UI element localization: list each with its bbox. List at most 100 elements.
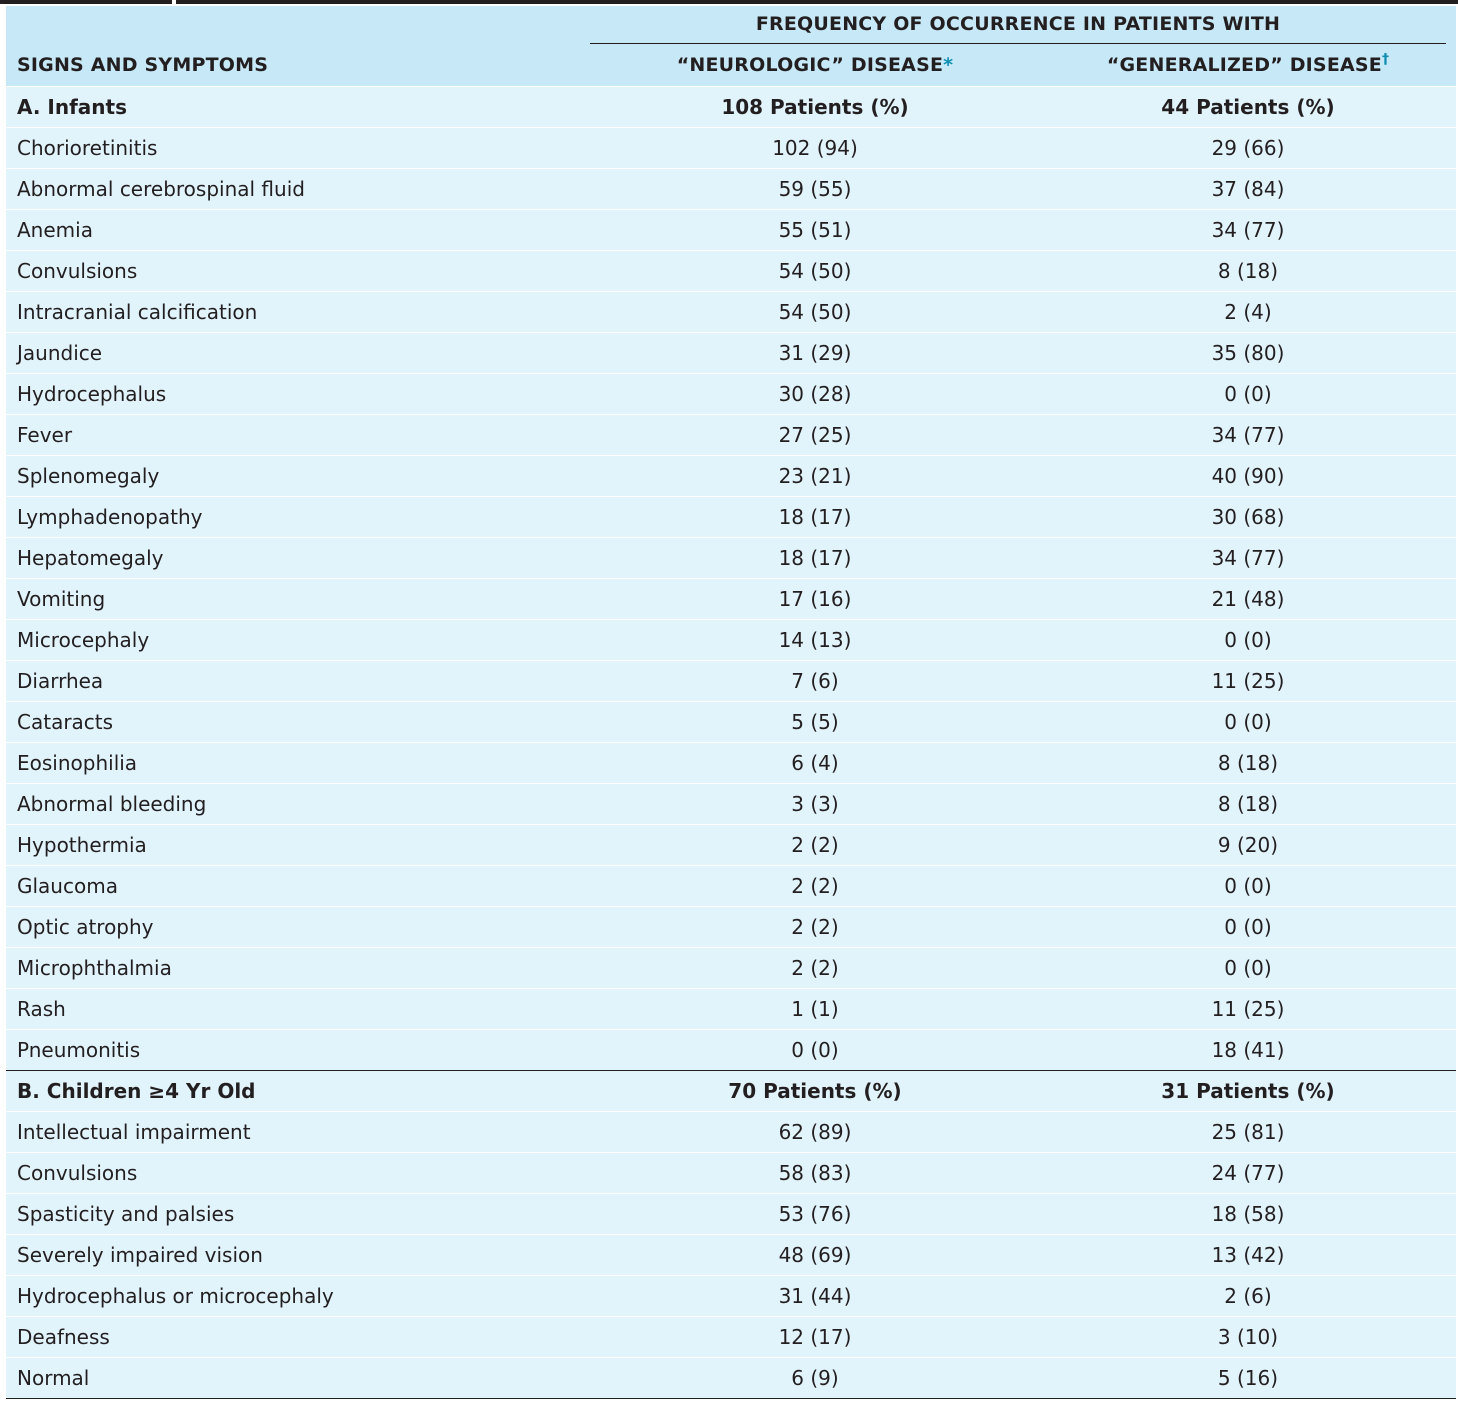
generalized-cell: 0 (0) bbox=[1040, 619, 1456, 661]
table-row: Fever 27 (25) 34 (77) bbox=[6, 414, 1456, 456]
table-row: Abnormal bleeding 3 (3) 8 (18) bbox=[6, 783, 1456, 825]
generalized-cell: 2 (6) bbox=[1040, 1275, 1456, 1317]
generalized-cell: 0 (0) bbox=[1040, 947, 1456, 989]
generalized-cell: 29 (66) bbox=[1040, 127, 1456, 169]
generalized-label: “GENERALIZED” DISEASE bbox=[1106, 54, 1382, 76]
table-row: Intellectual impairment 62 (89) 25 (81) bbox=[6, 1111, 1456, 1153]
symptom-cell: Eosinophilia bbox=[6, 742, 590, 784]
table-header: FREQUENCY OF OCCURRENCE IN PATIENTS WITH… bbox=[6, 6, 1456, 87]
generalized-cell: 34 (77) bbox=[1040, 414, 1456, 456]
header-spacer bbox=[6, 6, 590, 44]
neurologic-cell: 48 (69) bbox=[590, 1234, 1040, 1276]
table-row: Jaundice 31 (29) 35 (80) bbox=[6, 332, 1456, 374]
symptom-cell: Diarrhea bbox=[6, 660, 590, 702]
table-row: Abnormal cerebrospinal fluid 59 (55) 37 (8… bbox=[6, 168, 1456, 210]
symptom-cell: Convulsions bbox=[6, 1152, 590, 1194]
neurologic-cell: 2 (2) bbox=[590, 824, 1040, 866]
generalized-cell: 8 (18) bbox=[1040, 742, 1456, 784]
symptom-cell: Convulsions bbox=[6, 250, 590, 292]
table-row: Chorioretinitis 102 (94) 29 (66) bbox=[6, 127, 1456, 169]
neurologic-cell: 31 (44) bbox=[590, 1275, 1040, 1317]
neurologic-cell: 59 (55) bbox=[590, 168, 1040, 210]
section-label: B. Children ≥4 Yr Old bbox=[6, 1070, 590, 1112]
neurologic-cell: 3 (3) bbox=[590, 783, 1040, 825]
symptom-cell: Microcephaly bbox=[6, 619, 590, 661]
symptom-cell: Hydrocephalus or microcephaly bbox=[6, 1275, 590, 1317]
generalized-cell: 35 (80) bbox=[1040, 332, 1456, 374]
table-row: Glaucoma 2 (2) 0 (0) bbox=[6, 865, 1456, 907]
generalized-cell: 8 (18) bbox=[1040, 250, 1456, 292]
table-row: Hypothermia 2 (2) 9 (20) bbox=[6, 824, 1456, 866]
generalized-cell: 11 (25) bbox=[1040, 988, 1456, 1030]
generalized-cell: 3 (10) bbox=[1040, 1316, 1456, 1358]
top-rule bbox=[0, 0, 1458, 6]
symptom-cell: Abnormal bleeding bbox=[6, 783, 590, 825]
table-row: Splenomegaly 23 (21) 40 (90) bbox=[6, 455, 1456, 497]
table-row: Spasticity and palsies 53 (76) 18 (58) bbox=[6, 1193, 1456, 1235]
generalized-cell: 2 (4) bbox=[1040, 291, 1456, 333]
table-row: Vomiting 17 (16) 21 (48) bbox=[6, 578, 1456, 620]
neurologic-cell: 14 (13) bbox=[590, 619, 1040, 661]
neurologic-cell: 2 (2) bbox=[590, 906, 1040, 948]
column-header-neurologic: “NEUROLOGIC” DISEASE* bbox=[590, 44, 1040, 87]
symptom-cell: Hydrocephalus bbox=[6, 373, 590, 415]
generalized-cell: 34 (77) bbox=[1040, 537, 1456, 579]
table-row: Severely impaired vision 48 (69) 13 (42) bbox=[6, 1234, 1456, 1276]
symptom-cell: Severely impaired vision bbox=[6, 1234, 590, 1276]
symptom-cell: Splenomegaly bbox=[6, 455, 590, 497]
neurologic-cell: 2 (2) bbox=[590, 947, 1040, 989]
table-row: Rash 1 (1) 11 (25) bbox=[6, 988, 1456, 1030]
generalized-cell: 0 (0) bbox=[1040, 865, 1456, 907]
section-generalized-count: 31 Patients (%) bbox=[1040, 1070, 1456, 1112]
neurologic-cell: 27 (25) bbox=[590, 414, 1040, 456]
neurologic-cell: 102 (94) bbox=[590, 127, 1040, 169]
neurologic-cell: 31 (29) bbox=[590, 332, 1040, 374]
neurologic-label: “NEUROLOGIC” DISEASE bbox=[676, 54, 944, 76]
frequency-header-text: FREQUENCY OF OCCURRENCE IN PATIENTS WITH bbox=[590, 9, 1446, 44]
table-row: Hepatomegaly 18 (17) 34 (77) bbox=[6, 537, 1456, 579]
neurologic-cell: 62 (89) bbox=[590, 1111, 1040, 1153]
neurologic-cell: 6 (9) bbox=[590, 1357, 1040, 1399]
neurologic-cell: 55 (51) bbox=[590, 209, 1040, 251]
generalized-cell: 13 (42) bbox=[1040, 1234, 1456, 1276]
neurologic-cell: 6 (4) bbox=[590, 742, 1040, 784]
column-header-signs: SIGNS AND SYMPTOMS bbox=[6, 44, 590, 87]
section-neurologic-count: 70 Patients (%) bbox=[590, 1070, 1040, 1112]
symptom-cell: Vomiting bbox=[6, 578, 590, 620]
generalized-cell: 24 (77) bbox=[1040, 1152, 1456, 1194]
neurologic-cell: 17 (16) bbox=[590, 578, 1040, 620]
symptom-cell: Hepatomegaly bbox=[6, 537, 590, 579]
generalized-cell: 8 (18) bbox=[1040, 783, 1456, 825]
neurologic-cell: 58 (83) bbox=[590, 1152, 1040, 1194]
table-row: Optic atrophy 2 (2) 0 (0) bbox=[6, 906, 1456, 948]
top-rule-left bbox=[0, 0, 172, 4]
table-row: Normal 6 (9) 5 (16) bbox=[6, 1357, 1456, 1399]
symptom-cell: Abnormal cerebrospinal fluid bbox=[6, 168, 590, 210]
neurologic-cell: 2 (2) bbox=[590, 865, 1040, 907]
table-row: Microphthalmia 2 (2) 0 (0) bbox=[6, 947, 1456, 989]
neurologic-cell: 54 (50) bbox=[590, 291, 1040, 333]
neurologic-cell: 0 (0) bbox=[590, 1029, 1040, 1071]
neurologic-cell: 18 (17) bbox=[590, 496, 1040, 538]
generalized-cell: 21 (48) bbox=[1040, 578, 1456, 620]
symptom-cell: Optic atrophy bbox=[6, 906, 590, 948]
neurologic-cell: 18 (17) bbox=[590, 537, 1040, 579]
symptom-cell: Jaundice bbox=[6, 332, 590, 374]
section-label: A. Infants bbox=[6, 86, 590, 128]
section-generalized-count: 44 Patients (%) bbox=[1040, 86, 1456, 128]
table-row: Convulsions 54 (50) 8 (18) bbox=[6, 250, 1456, 292]
table-row: Convulsions 58 (83) 24 (77) bbox=[6, 1152, 1456, 1194]
top-rule-right bbox=[176, 0, 1458, 4]
generalized-cell: 25 (81) bbox=[1040, 1111, 1456, 1153]
generalized-cell: 30 (68) bbox=[1040, 496, 1456, 538]
table-row: Deafness 12 (17) 3 (10) bbox=[6, 1316, 1456, 1358]
symptom-cell: Rash bbox=[6, 988, 590, 1030]
table-row: Lymphadenopathy 18 (17) 30 (68) bbox=[6, 496, 1456, 538]
table-container: FREQUENCY OF OCCURRENCE IN PATIENTS WITH… bbox=[6, 6, 1456, 1399]
symptom-cell: Deafness bbox=[6, 1316, 590, 1358]
generalized-cell: 5 (16) bbox=[1040, 1357, 1456, 1399]
table-row: Intracranial calcification 54 (50) 2 (4) bbox=[6, 291, 1456, 333]
generalized-cell: 18 (58) bbox=[1040, 1193, 1456, 1235]
section-row: B. Children ≥4 Yr Old 70 Patients (%) 31 P… bbox=[6, 1070, 1456, 1112]
generalized-cell: 37 (84) bbox=[1040, 168, 1456, 210]
